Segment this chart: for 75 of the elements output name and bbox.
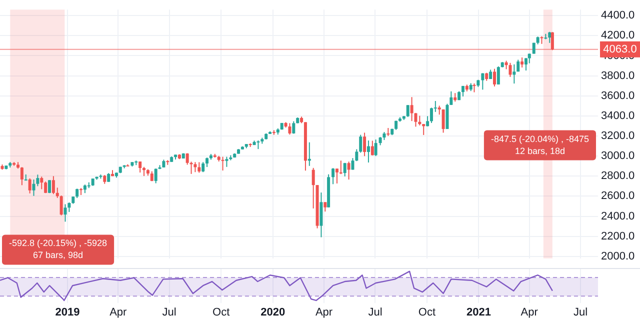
candlestick (56, 187, 59, 198)
candlestick (20, 166, 24, 186)
candlestick (520, 56, 524, 68)
candlestick (40, 176, 44, 190)
ref-line-label: 4063.0 (603, 43, 637, 56)
candlestick (64, 204, 67, 222)
x-tick-label: Oct (418, 306, 436, 318)
candlestick (60, 195, 63, 216)
candlestick (430, 107, 433, 124)
candlestick (426, 116, 430, 127)
candlestick (496, 66, 500, 85)
candlestick (450, 90, 453, 106)
y-tick-label: 3600.0 (601, 90, 635, 102)
x-tick-label: 2019 (55, 306, 80, 318)
candlestick (52, 176, 55, 195)
candlestick (512, 64, 516, 84)
candlestick (292, 120, 296, 134)
candlestick (374, 139, 378, 157)
y-tick-label: 4400.0 (601, 10, 635, 22)
candlestick (339, 160, 342, 175)
candlestick (142, 166, 146, 177)
candlestick (154, 168, 158, 184)
y-tick-label: 3000.0 (601, 150, 635, 162)
candlestick (524, 57, 528, 71)
candlestick (406, 104, 410, 118)
candlestick (320, 192, 323, 238)
y-tick-label: 2200.0 (601, 230, 635, 242)
y-tick-label: 2400.0 (601, 210, 635, 222)
candlestick (194, 162, 197, 173)
x-tick-label: Apr (315, 306, 333, 318)
candlestick (335, 168, 338, 184)
x-tick-label: Apr (520, 306, 538, 318)
x-tick-label: 2021 (466, 306, 491, 318)
annotation: -847.5 (-20.04%) , -8475 12 bars, 18d (490, 134, 590, 156)
y-tick-label: 2800.0 (601, 170, 635, 182)
x-tick-label: Apr (110, 306, 128, 318)
candlestick (410, 96, 414, 122)
candlestick (347, 161, 350, 180)
candlestick (550, 32, 554, 51)
y-tick-label: 4200.0 (601, 30, 635, 42)
candlestick (332, 168, 335, 185)
candlestick (418, 115, 422, 126)
x-tick-label: Oct (212, 306, 230, 318)
x-tick-label: Jul (162, 306, 176, 318)
candlestick (324, 202, 327, 212)
x-tick-label: Jul (368, 306, 382, 318)
candlestick (198, 162, 201, 174)
candlestick (481, 72, 484, 90)
candlestick (355, 148, 358, 162)
candlestick (492, 68, 496, 87)
candlestick (288, 122, 292, 136)
y-tick-label: 3400.0 (601, 110, 635, 122)
candlestick (359, 134, 362, 154)
y-tick-label: 2000.0 (601, 250, 635, 262)
x-tick-label: 2020 (260, 306, 286, 318)
y-tick-label: 3800.0 (601, 70, 635, 82)
y-tick-label: 2600.0 (601, 190, 635, 202)
candlestick (221, 156, 224, 172)
candlestick (225, 156, 228, 168)
candlestick (28, 178, 32, 194)
candlestick (366, 140, 370, 163)
candlestick (370, 140, 374, 156)
candlestick (202, 162, 205, 173)
candlestick (76, 188, 79, 199)
x-tick-label: Jul (574, 306, 588, 318)
candlestick (206, 157, 209, 168)
candlestick (363, 132, 366, 157)
candlestick (472, 82, 476, 93)
candlestick (548, 31, 552, 44)
y-tick-label: 3200.0 (601, 130, 635, 142)
candlestick (312, 167, 315, 209)
candlestick (343, 162, 346, 177)
candlestick (508, 62, 512, 78)
annotation: -592.8 (-20.15%) , -5928 67 bars, 98d (8, 238, 108, 260)
candlestick (442, 108, 445, 134)
